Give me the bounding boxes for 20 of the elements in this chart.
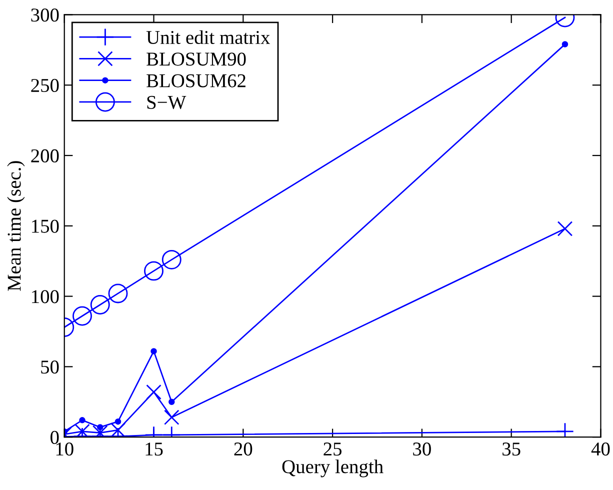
y-tick-label: 0: [50, 430, 59, 444]
y-tick-label: 150: [32, 220, 59, 233]
y-tick-label: 50: [41, 360, 59, 374]
y-axis-title: Mean time (sec.): [7, 161, 25, 291]
x-tick-label: 20: [234, 442, 252, 456]
x-tick-label: 30: [413, 442, 431, 456]
y-tick-label: 250: [31, 78, 59, 92]
x-tick-label: 35: [502, 442, 520, 456]
x-tick-label: 10: [56, 442, 74, 456]
legend-label: Unit edit matrix: [146, 30, 270, 44]
y-tick-label: 100: [32, 290, 59, 304]
y-tick-label: 300: [31, 8, 59, 22]
x-tick-label: 25: [324, 442, 342, 456]
legend-label: BLOSUM90: [146, 52, 246, 66]
x-tick-label: 40: [591, 442, 610, 456]
legend-label: BLOSUM62: [146, 74, 246, 88]
legend-label: S−W: [147, 96, 186, 110]
x-axis-title: Query length: [282, 460, 384, 478]
x-tick-label: 15: [146, 442, 163, 456]
y-tick-label: 200: [31, 149, 59, 162]
